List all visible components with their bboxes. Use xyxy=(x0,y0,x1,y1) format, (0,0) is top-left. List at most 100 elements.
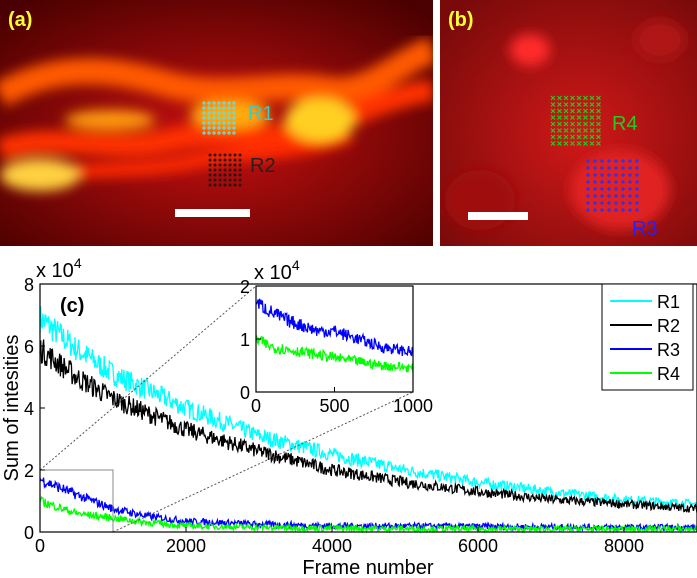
roi-marker xyxy=(635,180,639,184)
roi-marker xyxy=(207,126,211,130)
roi-marker xyxy=(596,102,601,107)
roi-marker xyxy=(550,102,556,107)
roi-marker xyxy=(222,106,226,110)
y-tick-label: 2 xyxy=(24,461,34,481)
roi-marker xyxy=(628,194,632,198)
roi-marker xyxy=(207,101,211,105)
roi-marker xyxy=(583,134,588,140)
roi-marker xyxy=(218,153,222,157)
roi-marker xyxy=(222,126,226,130)
roi-marker xyxy=(207,121,211,125)
roi-marker xyxy=(635,194,639,198)
roi-marker xyxy=(233,163,237,167)
series-line-r4 xyxy=(39,496,697,534)
roi-marker xyxy=(232,106,236,110)
roi-marker xyxy=(596,115,601,120)
roi-marker xyxy=(213,168,217,172)
roi-marker xyxy=(232,126,236,130)
roi-marker xyxy=(583,108,588,114)
inset-chart: 0 500 1000 0 1 2 x 104 xyxy=(240,257,433,416)
roi-marker xyxy=(635,208,639,212)
y-tick-label: 0 xyxy=(24,523,34,543)
roi-r2-grid xyxy=(208,153,242,187)
roi-marker xyxy=(202,131,206,135)
roi-marker xyxy=(614,166,618,170)
roi-marker xyxy=(223,173,227,177)
roi-marker xyxy=(607,194,611,198)
roi-marker xyxy=(621,194,625,198)
roi-marker xyxy=(217,126,221,130)
scale-bar-b xyxy=(468,212,528,220)
roi-marker xyxy=(614,159,618,163)
main-chart: 0 2000 4000 6000 8000 0 2 4 6 8 x 104 Frame numbe… xyxy=(1,255,697,578)
roi-marker xyxy=(614,173,618,177)
roi-marker xyxy=(570,134,575,140)
roi-marker xyxy=(218,183,222,187)
zoom-line-upper xyxy=(39,285,257,471)
roi-marker xyxy=(550,128,556,133)
roi-marker xyxy=(593,208,597,212)
roi-marker xyxy=(227,126,231,130)
legend-label-r1: R1 xyxy=(657,292,680,312)
scale-bar-a xyxy=(175,209,250,217)
roi-marker xyxy=(596,134,601,140)
roi-marker xyxy=(223,153,227,157)
roi-marker xyxy=(212,101,216,105)
roi-marker xyxy=(628,208,632,212)
x-tick-label: 1000 xyxy=(393,396,433,416)
roi-marker xyxy=(228,168,232,172)
roi-marker xyxy=(614,194,618,198)
roi-marker xyxy=(563,95,569,101)
roi-label-r2: R2 xyxy=(250,155,276,177)
roi-marker xyxy=(635,166,639,170)
roi-marker xyxy=(227,106,231,110)
roi-marker xyxy=(238,173,242,177)
panel-label-a: (a) xyxy=(8,9,32,31)
roi-marker xyxy=(628,201,632,205)
roi-marker xyxy=(223,168,227,172)
roi-marker xyxy=(238,168,242,172)
roi-marker xyxy=(217,106,221,110)
roi-marker xyxy=(596,108,601,114)
roi-marker xyxy=(208,173,212,177)
roi-r3-grid xyxy=(586,159,639,212)
roi-marker xyxy=(557,102,562,107)
roi-marker xyxy=(228,173,232,177)
roi-marker xyxy=(218,158,222,162)
x-tick-label: 0 xyxy=(35,536,45,556)
roi-marker xyxy=(570,121,575,127)
roi-marker xyxy=(563,121,569,127)
roi-marker xyxy=(576,141,582,146)
series-line-r4 xyxy=(255,335,414,373)
roi-marker xyxy=(217,121,221,125)
roi-marker xyxy=(583,102,588,107)
roi-marker xyxy=(233,173,237,177)
roi-marker xyxy=(621,187,625,191)
roi-marker xyxy=(614,180,618,184)
inset-plot-area xyxy=(256,286,413,392)
roi-marker xyxy=(600,166,604,170)
roi-marker xyxy=(217,111,221,115)
roi-marker xyxy=(586,201,590,205)
panel-a-image: R1 R2 (a) xyxy=(0,0,433,246)
roi-marker xyxy=(550,121,556,127)
roi-marker xyxy=(576,115,582,120)
roi-marker xyxy=(228,163,232,167)
roi-marker xyxy=(583,128,588,133)
roi-r4-grid xyxy=(550,95,601,146)
roi-marker xyxy=(635,187,639,191)
roi-marker xyxy=(600,173,604,177)
y-tick-label: 4 xyxy=(24,399,34,419)
main-axes: 0 2000 4000 6000 8000 0 2 4 6 8 xyxy=(24,275,697,556)
roi-marker xyxy=(212,131,216,135)
roi-marker xyxy=(227,116,231,120)
legend-label-r2: R2 xyxy=(657,316,680,336)
panel-b-image: R4 R3 (b) xyxy=(440,0,697,246)
roi-marker xyxy=(586,194,590,198)
roi-marker xyxy=(550,115,556,120)
roi-marker xyxy=(614,208,618,212)
roi-marker xyxy=(583,121,588,127)
roi-marker xyxy=(550,108,556,114)
roi-marker xyxy=(223,158,227,162)
panel-label-b: (b) xyxy=(448,9,474,31)
